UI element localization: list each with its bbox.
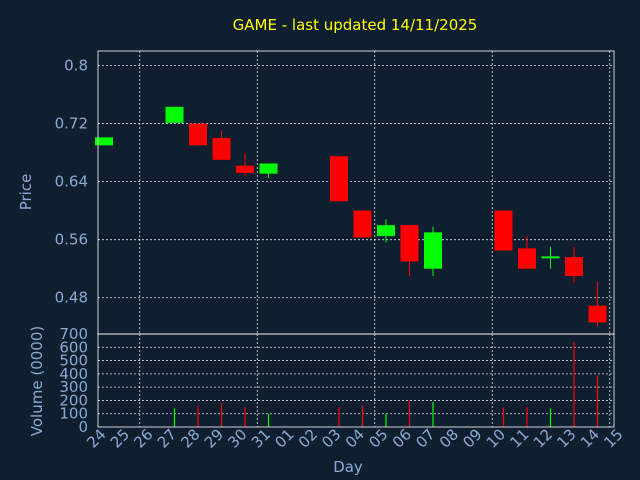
- candle-body: [165, 106, 184, 123]
- candle-body: [259, 163, 278, 174]
- x-tick-label: 12: [530, 425, 556, 451]
- x-axis-label: Day: [333, 458, 363, 476]
- volume-tick-label: 0: [78, 418, 88, 436]
- volume-tick-label: 200: [59, 391, 88, 409]
- x-tick-label: 28: [177, 425, 203, 451]
- x-tick-label: 09: [459, 425, 485, 451]
- candle-body: [494, 210, 513, 251]
- volume-bars: [173, 341, 599, 427]
- candle-body: [541, 256, 560, 259]
- price-tick-label: 0.8: [64, 57, 88, 75]
- candle-body: [588, 305, 607, 323]
- candle: [353, 210, 372, 238]
- volume-grid: [98, 334, 614, 427]
- x-tick-label: 03: [318, 425, 344, 451]
- candle: [424, 226, 442, 276]
- x-tick-label: 25: [107, 425, 133, 451]
- volume-tick-label: 300: [59, 378, 88, 396]
- x-tick-label: 27: [154, 425, 180, 451]
- candle: [330, 156, 348, 202]
- price-tick-label: 0.56: [55, 231, 88, 249]
- x-tick-label: 05: [365, 425, 391, 451]
- x-tick-label: 01: [271, 425, 297, 451]
- x-tick-label: 29: [201, 425, 227, 451]
- candle: [588, 281, 607, 327]
- candle: [212, 130, 231, 160]
- price-grid: [98, 51, 614, 334]
- candle: [236, 153, 254, 176]
- price-panel: 0.8 0.72 0.64 0.56 0.48 Price: [17, 50, 615, 335]
- volume-tick-label: 500: [59, 352, 88, 370]
- price-tick-label: 0.64: [55, 173, 88, 191]
- x-tick-label: 14: [577, 425, 603, 451]
- volume-tick-label: 400: [59, 365, 88, 383]
- candle: [377, 219, 395, 243]
- x-tick-label: 02: [295, 425, 321, 451]
- candle-body: [189, 123, 207, 146]
- candle-body: [212, 138, 231, 160]
- price-candles: [95, 106, 607, 327]
- candle: [400, 225, 419, 276]
- x-tick-label: 04: [342, 425, 368, 451]
- candle: [565, 246, 583, 284]
- x-tick-label: 06: [389, 425, 415, 451]
- candle: [541, 246, 560, 269]
- candle-body: [400, 225, 419, 262]
- candle: [165, 106, 184, 123]
- candle-body: [377, 225, 395, 237]
- price-tick-label: 0.72: [55, 115, 88, 133]
- x-tick-label: 31: [248, 425, 274, 451]
- candle: [189, 123, 207, 146]
- volume-tick-label: 700: [59, 325, 88, 343]
- x-tick-label: 08: [436, 425, 462, 451]
- candle-body: [518, 248, 536, 269]
- volume-axis-label: Volume (0000): [28, 326, 46, 436]
- x-tick-label: 26: [130, 425, 156, 451]
- x-tick-label: 11: [506, 425, 532, 451]
- x-tick-label: 07: [412, 425, 438, 451]
- candle: [259, 163, 278, 178]
- price-tick-label: 0.48: [55, 289, 88, 307]
- volume-tick-label: 600: [59, 338, 88, 356]
- price-axis-label: Price: [17, 174, 35, 211]
- candle-body: [330, 156, 348, 202]
- price-frame: [97, 50, 615, 335]
- candle-body: [424, 232, 442, 269]
- candle: [494, 210, 513, 251]
- candle: [518, 236, 536, 269]
- chart-title: GAME - last updated 14/11/2025: [233, 16, 478, 34]
- volume-tick-label: 100: [59, 405, 88, 423]
- price-y-ticks: 0.8 0.72 0.64 0.56 0.48: [55, 57, 88, 307]
- volume-frame: [97, 333, 615, 428]
- candle-body: [95, 137, 113, 146]
- x-axis-ticks: 2425262728293031010203040506070809101112…: [83, 425, 626, 451]
- x-tick-label: 30: [224, 425, 250, 451]
- x-tick-label: 15: [600, 425, 626, 451]
- x-tick-label: 13: [553, 425, 579, 451]
- x-tick-label: 10: [483, 425, 509, 451]
- candle-body: [353, 210, 372, 238]
- candle: [95, 137, 113, 146]
- candle-body: [236, 165, 254, 173]
- candle-body: [565, 257, 583, 276]
